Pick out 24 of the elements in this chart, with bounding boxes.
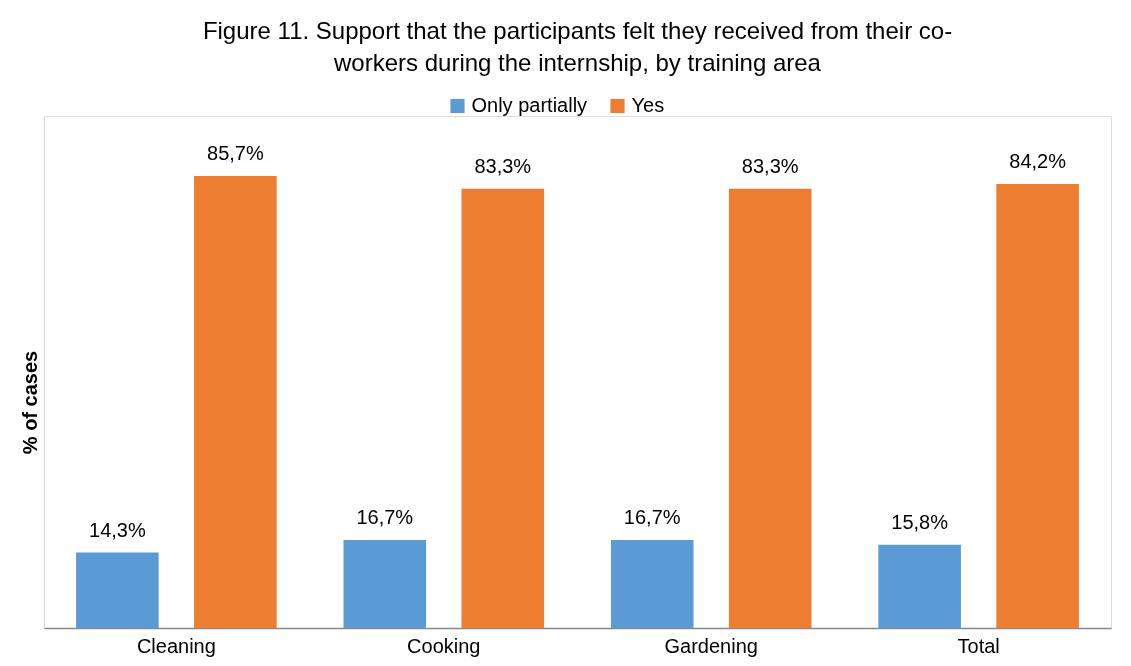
x-tick-label: Cooking — [407, 634, 481, 657]
bar — [728, 188, 812, 628]
data-label: 85,7% — [207, 142, 264, 164]
data-label: 16,7% — [623, 505, 681, 528]
x-tick-label: Total — [957, 634, 1000, 657]
data-label: 83,3% — [741, 154, 799, 177]
bar — [343, 539, 427, 628]
x-tick-label: Gardening — [664, 634, 758, 657]
y-axis-title: % of cases — [18, 350, 41, 455]
legend-label: Only partially — [471, 94, 588, 116]
bar — [878, 544, 961, 628]
data-label: 14,3% — [89, 518, 146, 541]
x-tick-label: Cleaning — [136, 634, 216, 657]
data-label: 15,8% — [891, 510, 949, 533]
bar — [194, 176, 277, 628]
legend-label: Yes — [631, 94, 665, 116]
data-label: 84,2% — [1009, 149, 1067, 172]
bar — [996, 183, 1079, 628]
bar — [610, 539, 694, 628]
data-label: 16,7% — [356, 505, 414, 528]
bar — [76, 552, 159, 628]
data-label: 83,3% — [474, 154, 532, 177]
chart-title: Figure 11. Support that the participants felt they received from their co-workers during the internship, by training area — [202, 17, 953, 76]
bar — [461, 188, 545, 628]
